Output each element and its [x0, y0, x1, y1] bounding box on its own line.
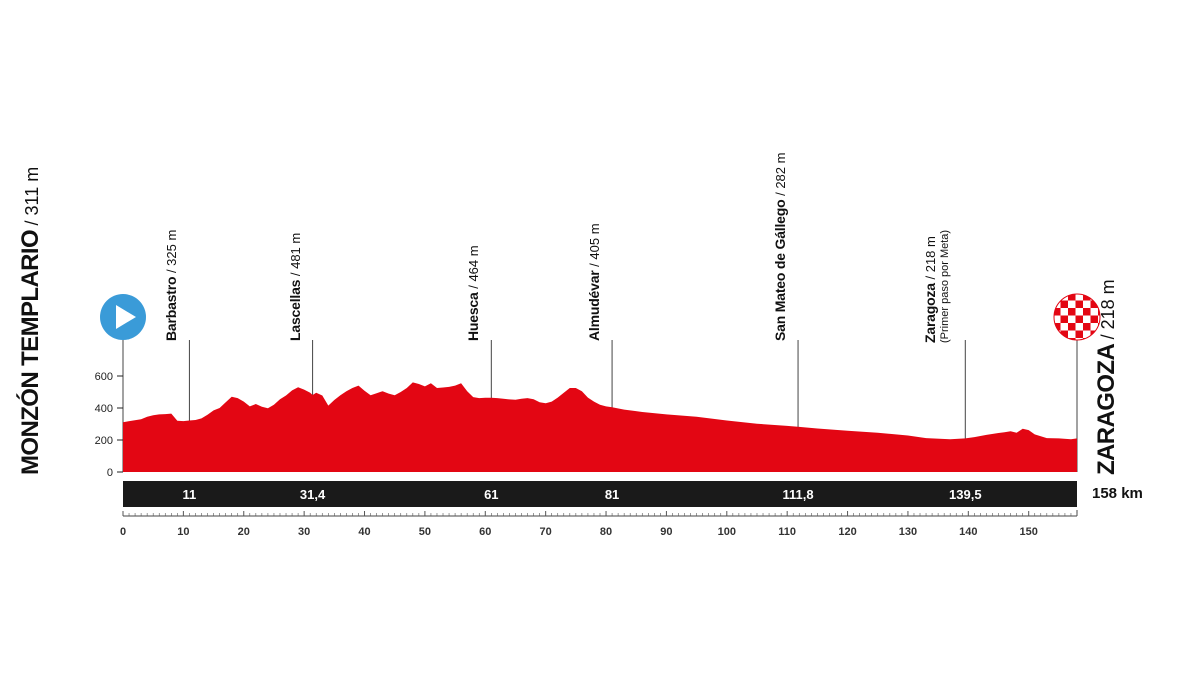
x-tick-label: 50	[419, 526, 431, 538]
finish-square	[1083, 308, 1091, 316]
waypoint-name: Lascellas	[286, 279, 303, 341]
waypoint-km-label: 111,8	[782, 487, 813, 502]
finish-square	[1054, 308, 1061, 316]
waypoint-altitude: / 464 m	[466, 245, 482, 293]
finish-square	[1060, 330, 1068, 338]
finish-square	[1075, 300, 1083, 308]
waypoint-name: Barbastro	[163, 276, 180, 341]
finish-square	[1054, 323, 1061, 331]
finish-square	[1054, 294, 1061, 301]
km-band-bar	[123, 481, 1077, 507]
finish-square	[1090, 315, 1098, 323]
x-tick-label: 40	[358, 526, 370, 538]
y-tick-label: 600	[95, 371, 113, 383]
finish-square	[1075, 330, 1083, 338]
waypoint-name: San Mateo de Gállego	[772, 199, 789, 341]
waypoint-altitude: / 282 m	[773, 152, 789, 200]
waypoint-note: (Primer paso por Meta)	[939, 229, 952, 343]
x-axis: 0 10 20 30 40 50 60 70 80 90 100 110 120 130 140 150	[120, 510, 1078, 538]
x-tick-label: 130	[899, 526, 917, 538]
start-altitude: / 311 m	[22, 166, 42, 226]
elevation-area-layer	[123, 382, 1077, 472]
finish-square	[1060, 300, 1068, 308]
finish-location-label: ZARAGOZA / 218 m	[1093, 279, 1124, 475]
waypoint-label: Lascellas / 481 m	[287, 233, 304, 341]
x-tick-label: 150	[1020, 526, 1038, 538]
finish-square	[1068, 308, 1076, 316]
total-distance: 158 km	[1092, 485, 1143, 502]
finish-square	[1083, 294, 1091, 301]
x-tick-label: 0	[120, 526, 126, 538]
finish-square	[1054, 338, 1061, 340]
x-tick-label: 110	[778, 526, 796, 538]
finish-name: ZARAGOZA	[1093, 343, 1120, 475]
elevation-area	[123, 382, 1077, 472]
waypoint-km-label: 31,4	[300, 487, 326, 502]
x-tick-label: 80	[600, 526, 612, 538]
waypoint-altitude: / 218 m	[923, 236, 939, 284]
waypoint-label: Huesca / 464 m	[465, 245, 482, 341]
x-tick-label: 120	[838, 526, 856, 538]
waypoint-altitude: / 405 m	[587, 223, 603, 271]
waypoint-name: Almudévar	[586, 270, 603, 341]
finish-ring	[1053, 293, 1101, 341]
x-tick-label: 20	[238, 526, 250, 538]
checkered-flag-icon	[1054, 294, 1100, 340]
waypoint-label: Barbastro / 325 m	[163, 230, 180, 341]
finish-square	[1075, 315, 1083, 323]
waypoint-name: Huesca	[465, 292, 482, 341]
x-tick-label: 30	[298, 526, 310, 538]
x-tick-label: 90	[660, 526, 672, 538]
x-tick-label: 100	[718, 526, 736, 538]
finish-altitude: / 218 m	[1098, 279, 1118, 340]
finish-square	[1083, 323, 1091, 331]
finish-square	[1060, 315, 1068, 323]
waypoint-km-label: 139,5	[949, 487, 982, 502]
waypoint-label: San Mateo de Gállego / 282 m	[772, 153, 789, 341]
km-band: 11 31,4 61 81 111,8 139,5	[123, 481, 1077, 507]
play-icon	[100, 294, 146, 340]
finish-square	[1068, 323, 1076, 331]
waypoint-km-label: 81	[605, 487, 619, 502]
x-tick-label: 10	[177, 526, 189, 538]
play-triangle	[116, 305, 136, 329]
start-finish-markers	[100, 293, 1101, 341]
waypoint-label: Almudévar / 405 m	[586, 223, 603, 341]
x-tick-label: 70	[540, 526, 552, 538]
y-tick-label: 200	[95, 435, 113, 447]
y-tick-label: 400	[95, 403, 113, 415]
waypoint-label: Zaragoza / 218 m (Primer paso por Meta)	[922, 230, 951, 343]
finish-square	[1068, 294, 1076, 301]
waypoint-km-label: 11	[183, 487, 197, 502]
waypoint-altitude: / 325 m	[164, 229, 180, 277]
waypoint-km-label: 61	[484, 487, 498, 502]
start-location-label: MONZÓN TEMPLARIO / 311 m	[17, 167, 48, 475]
waypoint-altitude: / 481 m	[287, 232, 303, 280]
start-name: MONZÓN TEMPLARIO	[17, 229, 44, 475]
waypoint-name: Zaragoza	[922, 283, 939, 343]
x-tick-label: 60	[479, 526, 491, 538]
y-tick-label: 0	[107, 467, 113, 479]
finish-square	[1090, 300, 1098, 308]
x-tick-label: 140	[959, 526, 977, 538]
y-axis: 0 200 400 600	[95, 371, 123, 479]
